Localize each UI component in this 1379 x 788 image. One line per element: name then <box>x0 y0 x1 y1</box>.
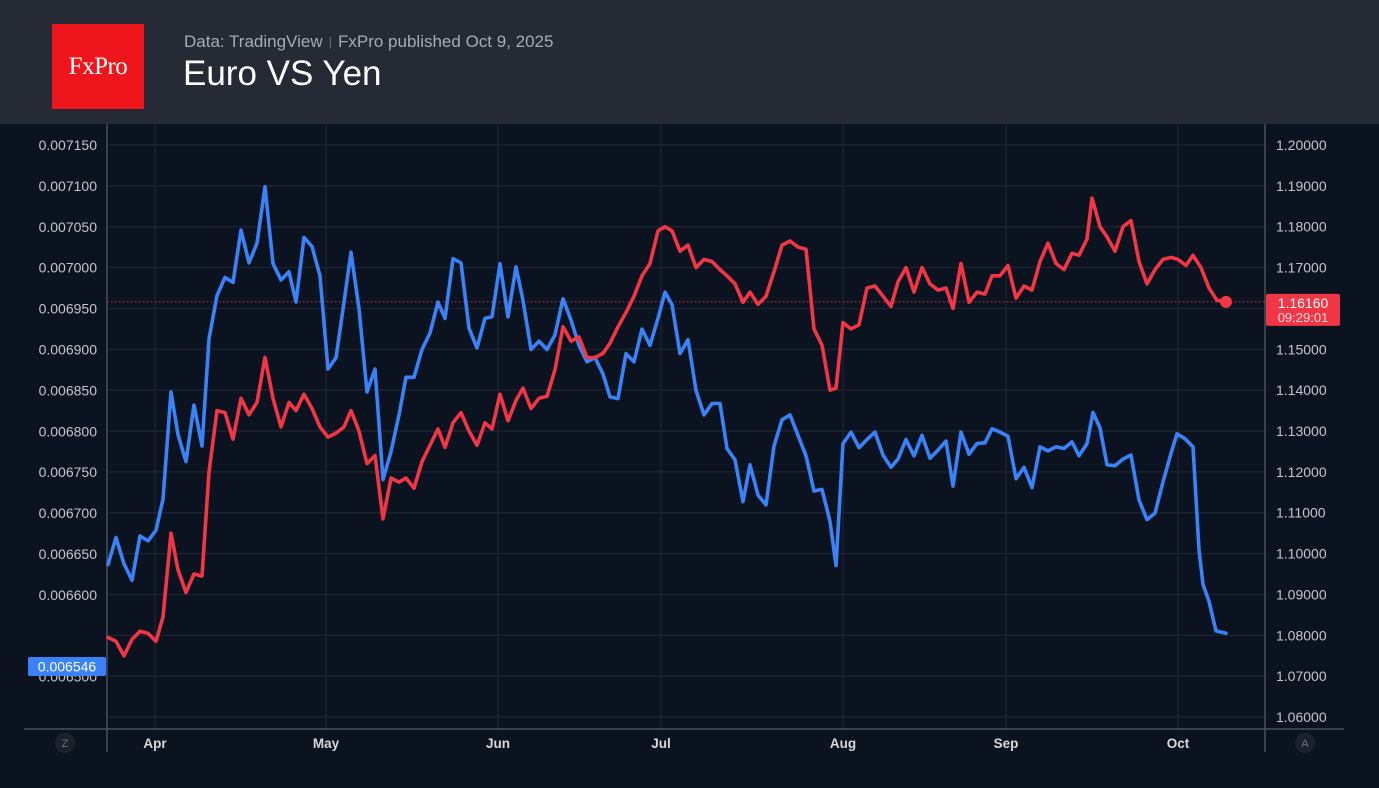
series-blue-line <box>106 184 1228 636</box>
time-axis-tick: Apr <box>143 736 167 751</box>
last-point-marker <box>1220 295 1232 308</box>
left-corner-button[interactable]: Z <box>55 733 75 753</box>
left-axis-tick: 0.007050 <box>39 219 98 235</box>
left-axis-tick: 0.006900 <box>39 342 98 358</box>
left-axis-tick: 0.007150 <box>39 137 98 153</box>
right-last-value-badge: 1.16160 09:29:01 <box>1266 293 1340 326</box>
fxpro-logo: FxPro <box>52 24 144 109</box>
left-last-value: 0.006546 <box>38 659 97 675</box>
time-axis-tick: Jun <box>486 736 510 751</box>
z-button-label: Z <box>62 738 69 750</box>
right-axis-tick: 1.19000 <box>1276 178 1327 194</box>
series-red-line <box>106 196 1228 658</box>
time-axis-tick: Jul <box>651 736 671 751</box>
right-price-axis[interactable]: 1.20000 1.19000 1.18000 1.17000 1.15000 1.140… <box>1276 137 1327 725</box>
left-axis-tick: 0.007100 <box>39 178 98 194</box>
time-axis[interactable]: Apr May Jun Jul Aug Sep Oct <box>143 736 1189 751</box>
left-axis-tick: 0.007000 <box>39 260 98 276</box>
right-axis-tick: 1.06000 <box>1276 709 1327 725</box>
time-axis-tick: Oct <box>1167 736 1190 751</box>
chart-title: Euro VS Yen <box>183 54 382 93</box>
right-axis-tick: 1.10000 <box>1276 546 1327 562</box>
published-date: FxPro published Oct 9, 2025 <box>338 32 554 51</box>
time-axis-tick: Aug <box>830 736 856 751</box>
left-axis-tick: 0.006800 <box>39 423 98 439</box>
right-axis-tick: 1.11000 <box>1276 505 1326 521</box>
a-button-label: A <box>1301 738 1309 750</box>
data-source: Data: TradingView <box>184 32 323 51</box>
left-axis-tick: 0.006850 <box>39 382 98 398</box>
right-axis-tick: 1.15000 <box>1276 341 1327 357</box>
right-last-value: 1.16160 <box>1278 295 1329 311</box>
left-axis-tick: 0.006600 <box>39 587 98 603</box>
header: FxPro Data: TradingView | FxPro published … <box>0 0 1379 124</box>
time-axis-tick: May <box>313 736 340 751</box>
right-axis-tick: 1.07000 <box>1276 668 1327 684</box>
left-price-axis[interactable]: 0.007150 0.007100 0.007050 0.007000 0.006950… <box>39 137 98 685</box>
line-chart: 0.007150 0.007100 0.007050 0.007000 0.006950… <box>24 124 1344 753</box>
right-axis-tick: 1.14000 <box>1276 382 1327 398</box>
left-axis-tick: 0.006950 <box>39 301 98 317</box>
right-axis-tick: 1.09000 <box>1276 586 1327 602</box>
bar-countdown: 09:29:01 <box>1278 310 1329 325</box>
auto-scale-button[interactable]: A <box>1295 733 1315 753</box>
left-axis-tick: 0.006700 <box>39 505 98 521</box>
left-axis-tick: 0.006750 <box>39 464 98 480</box>
right-axis-tick: 1.18000 <box>1276 219 1327 235</box>
right-axis-tick: 1.12000 <box>1276 464 1327 480</box>
left-last-value-badge: 0.006546 <box>28 657 106 676</box>
axis-lines <box>24 124 1344 752</box>
separator: | <box>328 34 332 49</box>
right-axis-tick: 1.17000 <box>1276 260 1327 276</box>
right-axis-tick: 1.08000 <box>1276 627 1327 643</box>
right-axis-tick: 1.20000 <box>1276 137 1327 153</box>
time-axis-tick: Sep <box>994 736 1019 751</box>
chart-subtitle: Data: TradingView | FxPro published Oct 9,… <box>184 32 553 52</box>
chart-area: 0.007150 0.007100 0.007050 0.007000 0.006950… <box>0 124 1379 788</box>
right-axis-tick: 1.13000 <box>1276 423 1327 439</box>
left-axis-tick: 0.006650 <box>39 546 98 562</box>
